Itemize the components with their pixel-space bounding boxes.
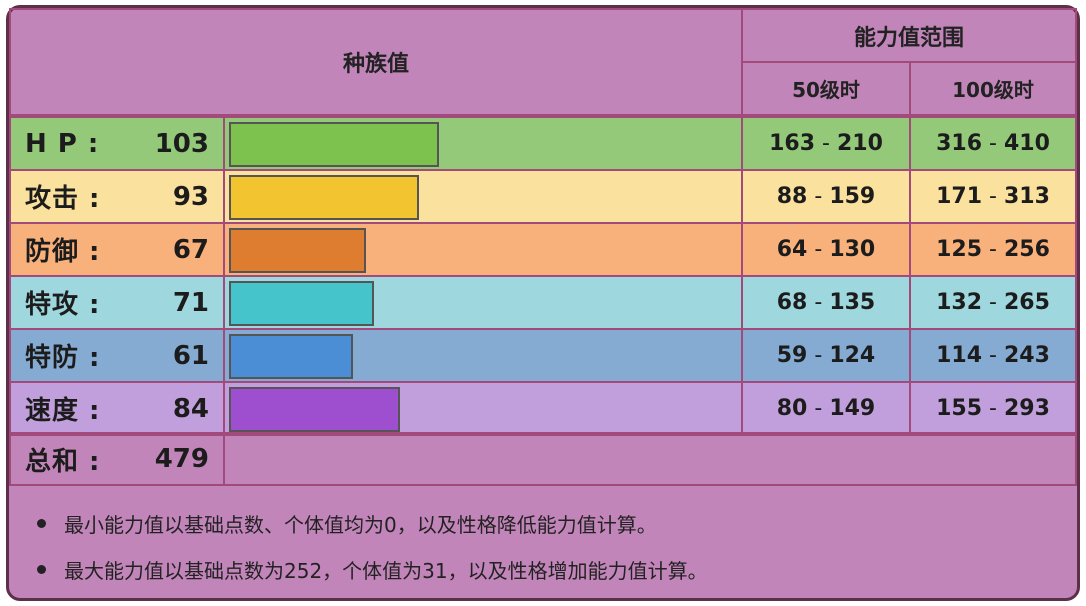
max-value: 124 <box>829 343 876 368</box>
range-lv50: 163 - 210 <box>741 116 911 171</box>
note-min-text: 最小能力值以基础点数、个体值均为0，以及性格降低能力值计算。 <box>64 512 657 537</box>
range-dash: - <box>982 343 1004 368</box>
note-max-text: 最大能力值以基础点数为252，个体值为31，以及性格增加能力值计算。 <box>64 558 708 583</box>
stat-bar <box>229 122 439 167</box>
stat-value: 61 <box>172 340 209 371</box>
range-dash: - <box>982 237 1004 262</box>
note-min: 最小能力值以基础点数、个体值均为0，以及性格降低能力值计算。 <box>37 508 657 538</box>
max-value: 256 <box>1003 237 1050 262</box>
range-dash: - <box>807 237 830 262</box>
stat-label-cell: H P : 103 <box>9 116 225 171</box>
max-value: 159 <box>829 184 876 209</box>
stat-bar <box>229 281 374 326</box>
total-label: 总和 : <box>25 446 101 477</box>
range-lv100: 125 - 256 <box>909 222 1077 277</box>
range-lv50: 80 - 149 <box>741 381 911 436</box>
range-dash: - <box>982 396 1004 421</box>
min-value: 80 <box>776 396 808 421</box>
stat-label-cell: 防御 : 67 <box>9 222 225 277</box>
stat-label: 特防 : <box>25 343 101 373</box>
range-dash: - <box>807 184 830 209</box>
max-value: 210 <box>836 131 883 156</box>
stat-bar-cell <box>223 169 743 224</box>
max-value: 149 <box>829 396 876 421</box>
min-value: 163 <box>769 131 816 156</box>
range-lv50: 64 - 130 <box>741 222 911 277</box>
min-value: 132 <box>936 290 983 315</box>
stat-bar <box>229 175 419 220</box>
stat-bar-cell <box>223 275 743 330</box>
min-value: 114 <box>936 343 983 368</box>
stat-label-cell: 速度 : 84 <box>9 381 225 436</box>
min-value: 64 <box>776 237 808 262</box>
range-lv100: 316 - 410 <box>909 116 1077 171</box>
range-dash: - <box>982 131 1004 156</box>
min-value: 59 <box>776 343 808 368</box>
stat-label: 速度 : <box>25 396 101 426</box>
stat-bar <box>229 387 400 432</box>
range-lv100: 132 - 265 <box>909 275 1077 330</box>
range-lv50: 68 - 135 <box>741 275 911 330</box>
range-dash: - <box>982 290 1004 315</box>
stat-label-cell: 特防 : 61 <box>9 328 225 383</box>
min-value: 155 <box>936 396 983 421</box>
base-stats-header: 种族值 <box>9 8 743 116</box>
note-max: 最大能力值以基础点数为252，个体值为31，以及性格增加能力值计算。 <box>37 554 708 584</box>
lv50-header: 50级时 <box>741 61 911 116</box>
stat-value: 71 <box>172 287 209 318</box>
max-value: 265 <box>1003 290 1050 315</box>
range-lv50: 59 - 124 <box>741 328 911 383</box>
max-value: 293 <box>1003 396 1050 421</box>
range-dash: - <box>807 290 830 315</box>
total-label-cell: 总和 : 479 <box>9 432 225 486</box>
stat-range-header: 能力值范围 <box>741 8 1077 63</box>
min-value: 171 <box>936 184 983 209</box>
stat-value: 67 <box>172 234 209 265</box>
bullet-icon <box>37 564 46 574</box>
max-value: 130 <box>829 237 876 262</box>
bullet-icon <box>37 518 46 528</box>
min-value: 88 <box>776 184 808 209</box>
range-lv50: 88 - 159 <box>741 169 911 224</box>
stat-label: H P : <box>25 128 100 159</box>
min-value: 125 <box>936 237 983 262</box>
stat-value: 84 <box>172 393 209 424</box>
stat-label: 防御 : <box>25 237 101 267</box>
min-value: 68 <box>776 290 808 315</box>
range-lv100: 155 - 293 <box>909 381 1077 436</box>
range-dash: - <box>807 343 830 368</box>
total-value: 479 <box>154 444 209 474</box>
stat-value: 103 <box>154 128 209 159</box>
stats-table: 种族值 能力值范围 50级时 100级时 H P :103 163 - 210 31… <box>6 5 1080 601</box>
stat-label-cell: 特攻 : 71 <box>9 275 225 330</box>
total-empty-cell <box>223 432 1077 486</box>
max-value: 410 <box>1003 131 1050 156</box>
stat-bar-cell <box>223 116 743 171</box>
lv100-header: 100级时 <box>909 61 1077 116</box>
stat-bar <box>229 228 366 273</box>
min-value: 316 <box>936 131 983 156</box>
stat-bar-cell <box>223 328 743 383</box>
stat-label-cell: 攻击 : 93 <box>9 169 225 224</box>
stat-label: 攻击 : <box>25 184 101 214</box>
range-lv100: 171 - 313 <box>909 169 1077 224</box>
range-lv100: 114 - 243 <box>909 328 1077 383</box>
stat-bar-cell <box>223 222 743 277</box>
stat-bar <box>229 334 353 379</box>
stat-label: 特攻 : <box>25 290 101 320</box>
range-dash: - <box>815 131 837 156</box>
max-value: 243 <box>1003 343 1050 368</box>
range-dash: - <box>807 396 830 421</box>
stat-bar-cell <box>223 381 743 436</box>
max-value: 135 <box>829 290 876 315</box>
max-value: 313 <box>1003 184 1050 209</box>
range-dash: - <box>982 184 1004 209</box>
stat-value: 93 <box>172 181 209 212</box>
